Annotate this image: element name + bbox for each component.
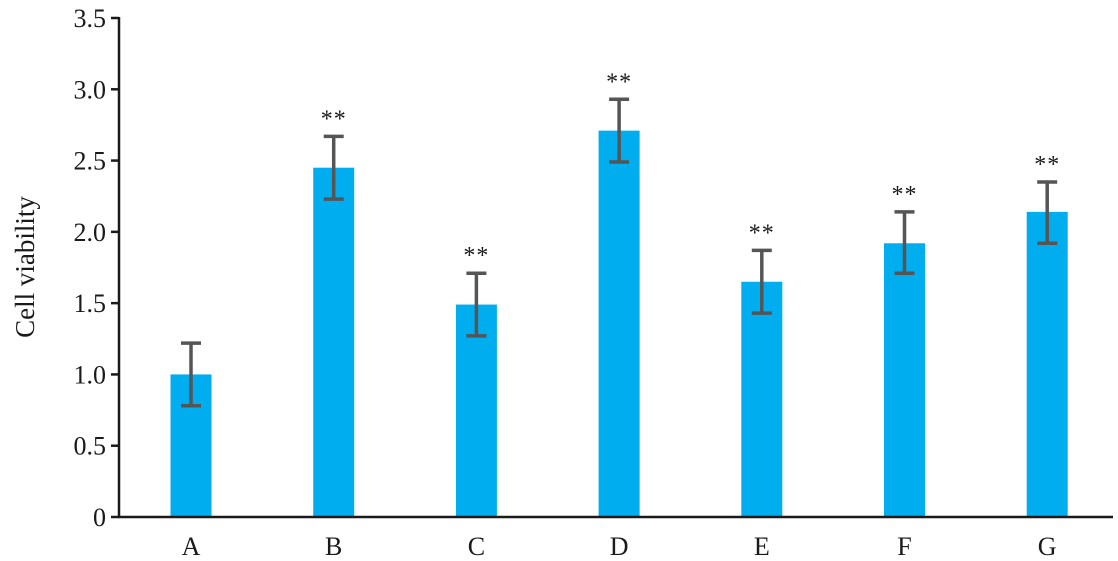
y-tick-label: 1.5 (74, 289, 107, 318)
significance-marker: ** (749, 220, 775, 246)
error-bar-f (894, 210, 915, 275)
y-tick-label: 3.0 (74, 75, 107, 104)
bar-f (884, 243, 925, 517)
significance-marker: ** (321, 106, 347, 132)
y-tick-label: 2.5 (74, 147, 107, 176)
error-bar-a (181, 341, 201, 408)
y-tick-label: 0.5 (74, 432, 107, 461)
bar-g (1026, 211, 1068, 517)
y-tick-label: 1.0 (74, 360, 107, 389)
x-tick-label: A (182, 532, 201, 561)
x-tick-label: B (325, 532, 342, 561)
bar-b (313, 167, 355, 517)
x-tick-label: F (897, 532, 911, 561)
x-tick-label: C (468, 532, 485, 561)
bar-e (741, 281, 783, 517)
y-ticks-group: 0 0.5 1.0 1.5 2.0 2.5 3.0 3.5 (74, 4, 119, 532)
error-bar-e (751, 248, 772, 315)
x-tick-label: D (610, 532, 629, 561)
error-bars-group (181, 97, 1058, 408)
error-bar-c (466, 271, 487, 338)
error-bar-d (609, 97, 630, 164)
significance-marker: ** (606, 69, 632, 95)
y-axis-label: Cell viability (10, 196, 40, 338)
error-bar-b (323, 134, 344, 201)
bar-c (455, 304, 497, 517)
bar-d (598, 130, 640, 518)
y-tick-label: 3.5 (74, 4, 107, 33)
y-tick-label: 0 (93, 503, 106, 532)
significance-marker: ** (1034, 152, 1060, 178)
significance-group: ** ** ** ** ** ** (321, 69, 1060, 269)
significance-marker: ** (463, 243, 489, 269)
error-bar-g (1037, 180, 1058, 246)
bars-group (170, 130, 1068, 518)
significance-marker: ** (892, 182, 918, 208)
x-tick-label: G (1038, 532, 1057, 561)
x-ticks-group: A B C D E F G (182, 532, 1057, 561)
x-tick-label: E (754, 532, 770, 561)
y-tick-label: 2.0 (74, 218, 107, 247)
